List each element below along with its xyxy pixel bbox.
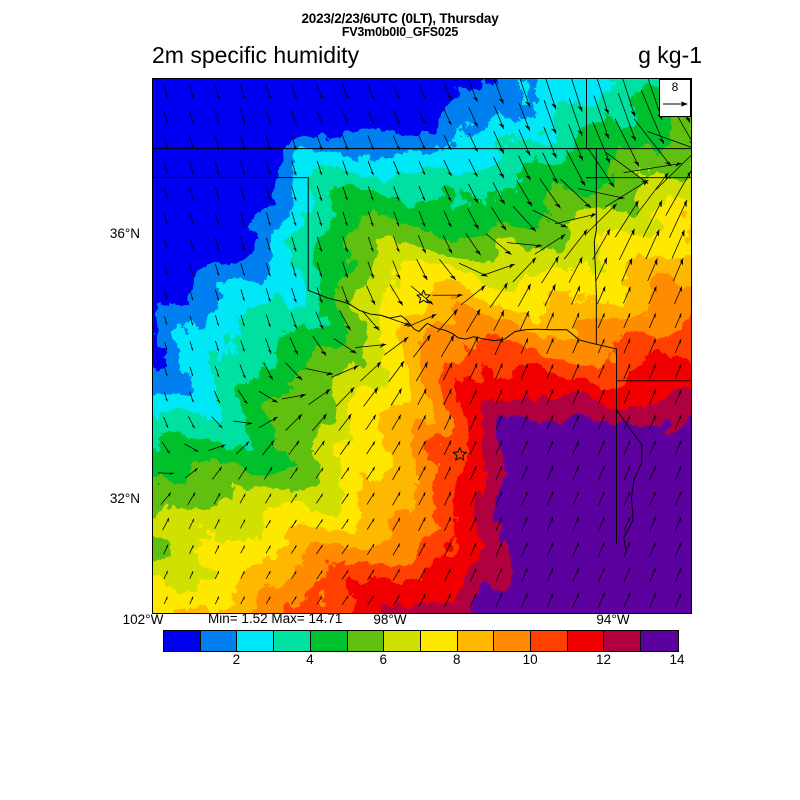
colorbar-segment xyxy=(347,631,385,651)
page-title: 2m specific humidity xyxy=(152,42,360,68)
title-date: 2023/2/23/6UTC (0LT), Thursday xyxy=(301,11,499,26)
colorbar-ticklabels: 2 4 6 8 10 12 14 xyxy=(163,652,685,672)
colorbar-tick-label: 6 xyxy=(379,652,388,667)
colorbar-segment xyxy=(237,631,275,651)
colorbar-segment xyxy=(200,631,238,651)
colorbar-segment xyxy=(567,631,605,651)
colorbar-segment xyxy=(494,631,532,651)
right-arrow-icon xyxy=(663,101,688,107)
colorbar-tick-label: 14 xyxy=(669,652,685,667)
minmax-annotation: Min= 1.52 Max= 14.71 xyxy=(208,611,343,626)
colorbar-tick-label: 12 xyxy=(596,652,612,667)
yaxis-tick-32n: 32°N xyxy=(109,491,140,506)
units-label: g kg-1 xyxy=(638,42,702,68)
colorbar-segment xyxy=(274,631,311,651)
title-block: 2023/2/23/6UTC (0LT), Thursday FV3m0b0I0… xyxy=(0,11,800,40)
colorbar-tick-label: 4 xyxy=(306,652,314,667)
colorbar-segment xyxy=(641,631,678,651)
colorbar-segment xyxy=(164,631,201,651)
wind-vector-key-value: 8 xyxy=(671,80,679,94)
colorbar-segment xyxy=(384,631,421,651)
colorbar-tick-label: 10 xyxy=(522,652,538,667)
colorbar-tick-label: 8 xyxy=(452,652,461,667)
colorbar-segment xyxy=(310,631,348,651)
colorbar-tick-label: 2 xyxy=(232,652,241,667)
yaxis-tick-36n: 36°N xyxy=(109,226,140,241)
colorbar xyxy=(163,630,679,652)
colorbar-segment xyxy=(457,631,495,651)
title-model: FV3m0b0I0_GFS025 xyxy=(341,25,459,40)
humidity-field-canvas xyxy=(153,79,691,613)
xaxis-tick-102w: 102°W xyxy=(122,612,164,627)
xaxis-tick-94w: 94°W xyxy=(596,612,630,627)
colorbar-segment xyxy=(604,631,642,651)
colorbar-segment xyxy=(531,631,568,651)
map-plot-area xyxy=(152,78,692,614)
wind-vector-key: 8 xyxy=(659,79,691,117)
colorbar-segment xyxy=(420,631,458,651)
xaxis-tick-98w: 98°W xyxy=(373,612,407,627)
